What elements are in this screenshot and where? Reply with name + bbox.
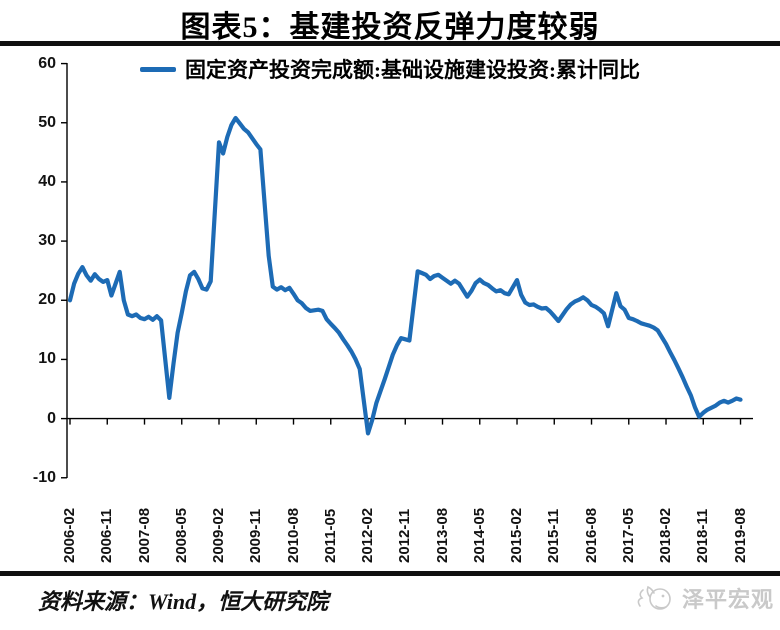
source-text: 资料来源：Wind，恒大研究院 (38, 589, 329, 614)
y-tick-label: 40 (38, 172, 56, 190)
x-tick-label: 2016-08 (582, 507, 600, 563)
x-tick-label: 2012-11 (396, 508, 414, 563)
data-series-line (67, 115, 743, 436)
x-tick-label: 2010-08 (284, 507, 302, 563)
y-tick-label: 20 (38, 291, 56, 309)
legend-label: 固定资产投资完成额:基础设施建设投资:累计同比 (185, 58, 640, 82)
zeping-macro-logo: 泽平宏观 (636, 580, 774, 616)
x-tick-label: 2015-02 (508, 507, 525, 563)
whale-logo-icon (637, 585, 671, 610)
x-tick-label: 2018-02 (657, 507, 675, 563)
x-tick-label: 2007-08 (135, 507, 153, 563)
y-tick-label: -10 (32, 468, 56, 486)
x-tick-label: 2011-05 (321, 508, 339, 563)
x-tick-label: 2018-11 (694, 508, 712, 563)
y-tick-label: 50 (38, 113, 56, 131)
x-tick-label: 2019-08 (731, 507, 749, 563)
x-tick-label: 2013-08 (433, 507, 451, 563)
x-tick-label: 2008-05 (172, 507, 190, 563)
x-tick-label: 2014-05 (470, 507, 488, 563)
y-tick-label: 30 (38, 232, 56, 250)
x-tick-label: 2006-02 (61, 507, 78, 563)
bottom-rule (0, 571, 780, 576)
x-tick-label: 2006-11 (98, 508, 116, 563)
top-rule (0, 41, 780, 46)
x-tick-label: 2009-11 (247, 508, 265, 563)
logo-text: 泽平宏观 (681, 587, 774, 612)
x-tick-label: 2009-02 (210, 507, 227, 563)
y-tick-label: 0 (47, 409, 56, 427)
x-tick-label: 2015-11 (545, 508, 563, 563)
y-tick-label: 10 (38, 350, 56, 368)
legend: 固定资产投资完成额:基础设施建设投资:累计同比 (0, 54, 780, 84)
chart-title: 图表5：基建投资反弹力度较弱 (180, 11, 600, 44)
y-tick-label: 60 (38, 54, 56, 72)
x-tick-label: 2017-05 (619, 507, 637, 563)
legend-line-swatch (140, 66, 176, 72)
x-tick-label: 2012-02 (359, 507, 376, 563)
